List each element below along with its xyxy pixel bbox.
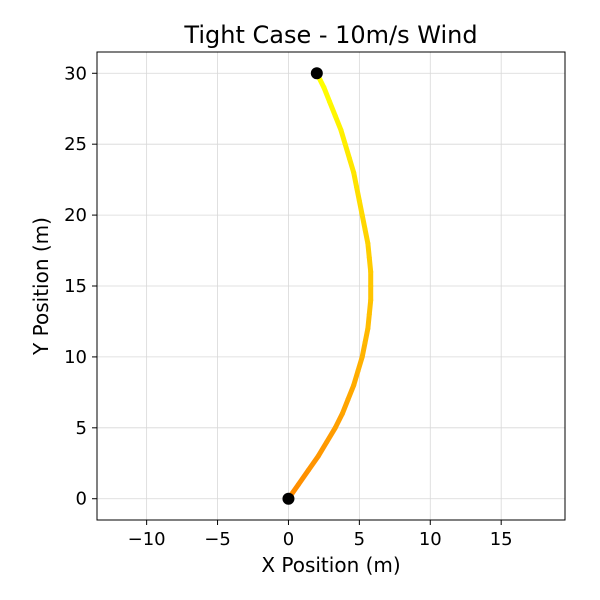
trajectory-segment [305,453,321,473]
markers [282,67,323,505]
x-axis-label: X Position (m) [261,553,400,577]
y-tick-label: 30 [64,63,87,84]
y-tick-label: 0 [76,489,87,510]
y-tick-label: 10 [64,347,87,368]
x-tick-label: −10 [128,529,166,550]
series [285,70,374,502]
ticks: −10 −5 0 5 10 15 0 5 10 15 20 25 30 [64,63,513,550]
y-axis-label: Y Position (m) [29,217,53,356]
trajectory-segment [324,425,338,445]
x-tick-label: 5 [354,529,365,550]
trajectory-segment [339,396,351,417]
trajectory-segment [321,84,333,105]
x-tick-label: 15 [490,529,513,550]
trajectory-segment [332,411,345,431]
x-tick-label: −5 [204,529,231,550]
start-point-marker [282,492,295,505]
x-tick-label: 0 [283,529,294,550]
x-tick-label: 10 [419,529,442,550]
y-tick-label: 20 [64,205,87,226]
chart-title: Tight Case - 10m/s Wind [183,21,477,49]
trajectory-segment [327,99,338,119]
y-tick-label: 5 [76,418,87,439]
trajectory-segment [295,467,311,488]
trajectory-segment [345,382,357,402]
end-point-marker [310,67,323,80]
trajectory-segment [315,439,330,459]
trajectory-segment [332,113,344,133]
y-tick-label: 25 [64,134,87,155]
grid [97,52,565,520]
y-tick-label: 15 [64,276,87,297]
